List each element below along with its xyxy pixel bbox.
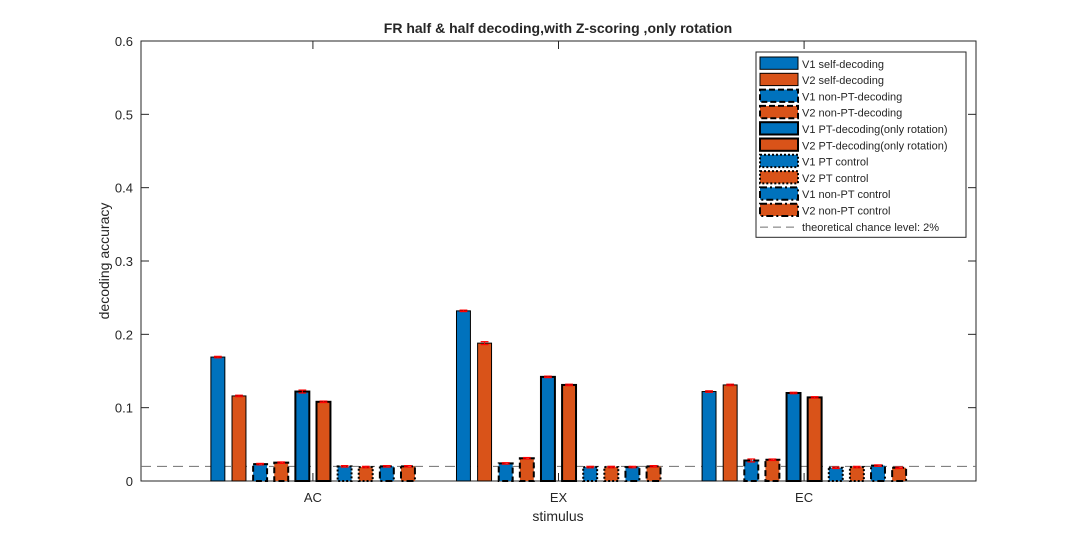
legend-swatch	[759, 202, 799, 217]
legend-swatch	[759, 72, 799, 87]
bar	[722, 384, 738, 482]
legend-swatch	[759, 170, 799, 185]
y-tick-label: 0.5	[115, 107, 133, 122]
bar	[764, 458, 781, 483]
legend: V1 self-decoding V2 self-decoding V1 non-P…	[755, 51, 967, 238]
y-tick-label: 0	[126, 474, 133, 489]
legend-entry: V2 self-decoding	[802, 75, 884, 87]
legend-entry: V2 PT-decoding(only rotation)	[802, 140, 948, 152]
legend-swatch	[759, 137, 799, 152]
y-tick-label: 0.4	[115, 181, 133, 196]
bar	[645, 465, 662, 483]
bar	[539, 375, 556, 482]
y-tick-label: 0.1	[115, 401, 133, 416]
bar	[827, 466, 844, 482]
bar	[336, 465, 353, 483]
bar	[701, 391, 717, 482]
bar	[357, 466, 374, 483]
bar	[231, 395, 247, 482]
legend-entry: V1 PT-decoding(only rotation)	[802, 124, 948, 136]
legend-swatch	[759, 104, 799, 120]
bar	[455, 310, 471, 482]
y-tick-label: 0.6	[115, 34, 133, 49]
legend-swatch	[759, 56, 799, 70]
chart-title: FR half & half decoding,with Z-scoring ,…	[384, 20, 732, 36]
legend-swatch	[759, 153, 799, 169]
bar	[624, 466, 641, 483]
y-axis: 0 0.1 0.2 0.3 0.4 0.5 0.6	[115, 34, 976, 489]
bar	[273, 461, 290, 482]
legend-entry: theoretical chance level: 2%	[802, 222, 939, 234]
bar	[870, 464, 886, 483]
bar	[891, 466, 908, 482]
legend-entry: V1 PT control	[802, 157, 868, 169]
bar	[785, 392, 802, 482]
bar	[848, 466, 865, 483]
bar	[561, 383, 578, 482]
x-axis-label: stimulus	[532, 508, 583, 524]
bar	[294, 390, 311, 482]
x-tick-label: EC	[795, 490, 813, 505]
bar	[582, 466, 599, 483]
legend-entry: V2 PT control	[802, 173, 868, 185]
bar	[518, 457, 535, 482]
legend-swatch	[759, 186, 799, 201]
legend-entry: V2 non-PT control	[802, 206, 890, 218]
bar	[252, 463, 269, 482]
x-tick-label: AC	[304, 490, 322, 505]
bar	[399, 465, 416, 483]
bar	[210, 356, 226, 482]
y-tick-label: 0.3	[115, 254, 133, 269]
legend-entry: V2 non-PT-decoding	[802, 108, 902, 120]
bar	[603, 466, 620, 483]
x-axis: AC EX EC	[304, 41, 813, 505]
bar	[497, 462, 514, 482]
bar	[315, 400, 332, 482]
bar	[477, 342, 493, 482]
x-tick-label: EX	[550, 490, 568, 505]
bar	[806, 396, 823, 482]
y-tick-label: 0.2	[115, 327, 133, 342]
legend-swatch	[759, 88, 799, 103]
legend-entry: V1 self-decoding	[802, 59, 884, 71]
legend-swatch	[759, 121, 799, 136]
legend-entry: V1 non-PT control	[802, 189, 890, 201]
bar-series-group	[210, 309, 908, 483]
legend-entry: V1 non-PT-decoding	[802, 91, 902, 103]
bar	[378, 465, 395, 483]
y-axis-label: decoding accuracy	[96, 203, 112, 320]
bar	[743, 459, 760, 483]
